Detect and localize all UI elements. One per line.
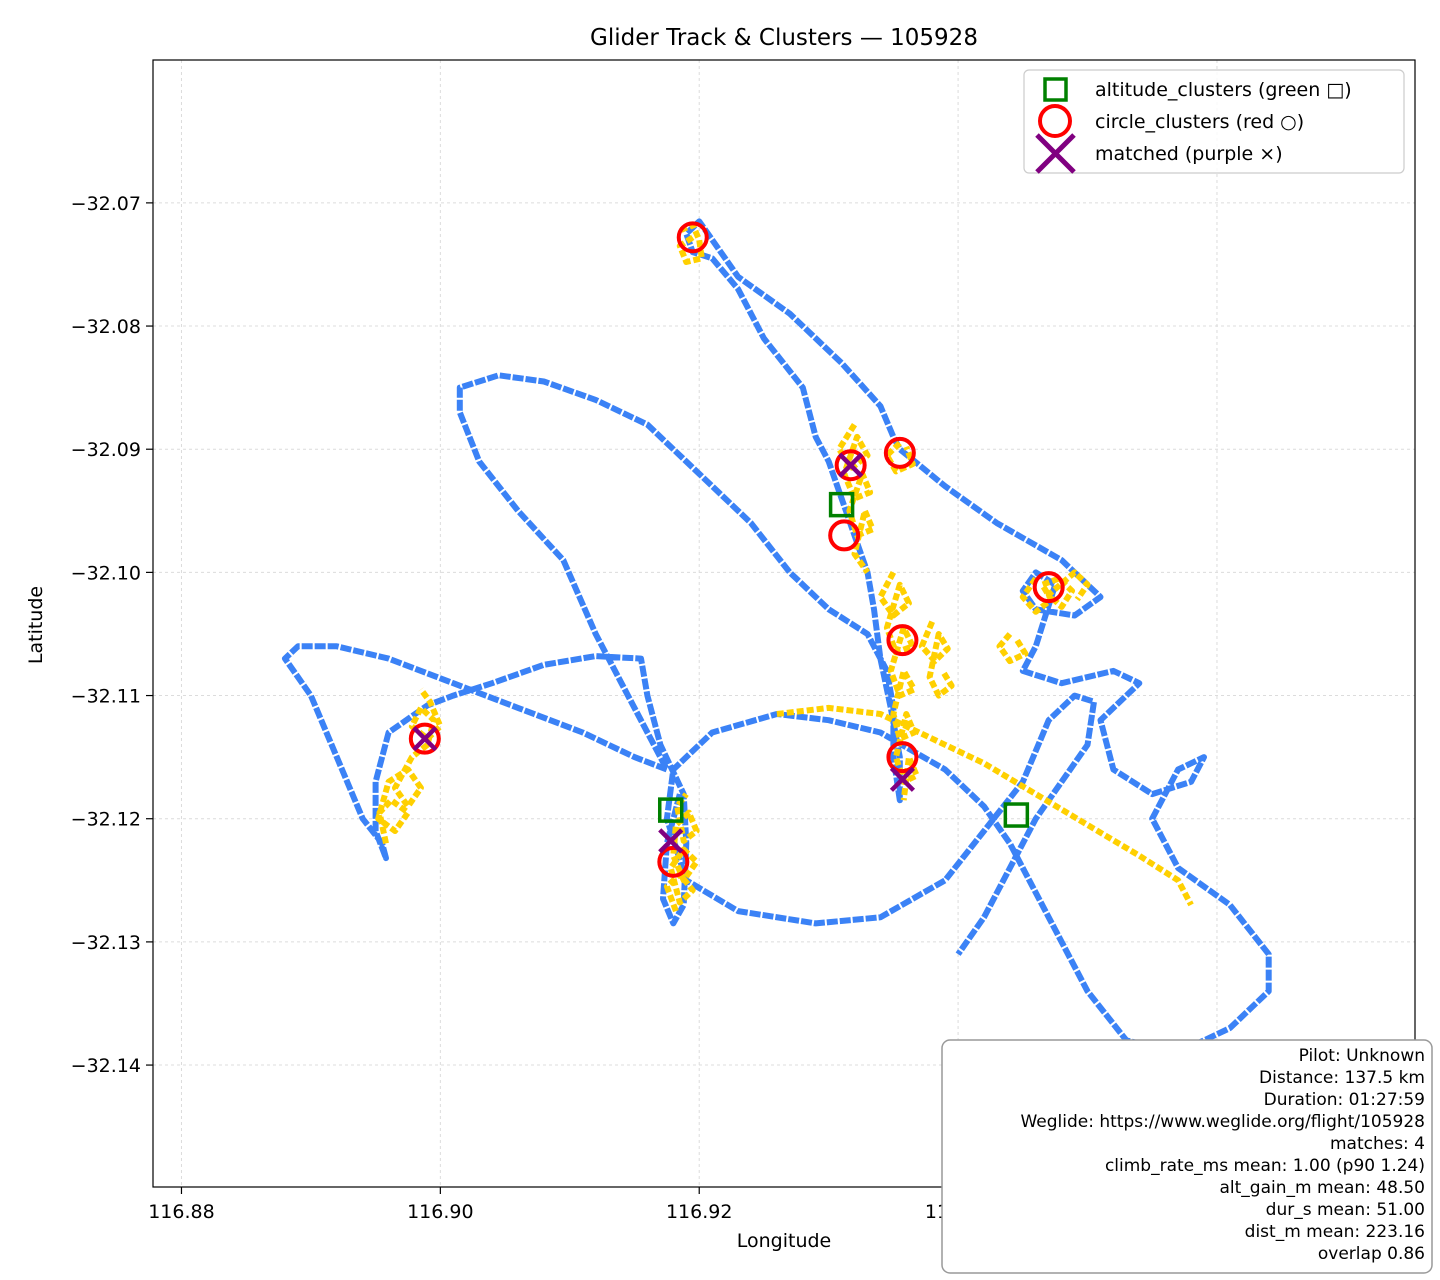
info-alt-gain: alt_gain_m mean: 48.50	[1220, 1178, 1426, 1198]
circle-cluster-marker	[676, 221, 709, 254]
info-climb-rate: climb_rate_ms mean: 1.00 (p90 1.24)	[1105, 1156, 1425, 1176]
info-box: Pilot: Unknown Distance: 137.5 km Durati…	[941, 1039, 1433, 1274]
x-tick-label: 116.90	[407, 1201, 473, 1223]
info-distance-mean: dist_m mean: 223.16	[1245, 1222, 1425, 1242]
climb-track-segment	[918, 620, 955, 699]
info-weglide: Weglide: https://www.weglide.org/flight/…	[1020, 1112, 1425, 1132]
info-duration: Duration: 01:27:59	[1264, 1090, 1425, 1110]
legend-x-marker	[1035, 133, 1076, 174]
circle-cluster-marker	[883, 436, 916, 469]
y-tick-label: −32.12	[71, 809, 141, 831]
circle-cluster-marker	[886, 741, 919, 774]
x-tick-label: 116.92	[666, 1201, 732, 1223]
y-tick-label: −32.11	[71, 686, 141, 708]
y-tick-label: −32.08	[71, 316, 141, 338]
y-tick-label: −32.07	[71, 193, 141, 215]
climb-track-segment	[996, 632, 1029, 665]
chart-title: Glider Track & Clusters — 105928	[590, 25, 978, 51]
x-axis-label: Longitude	[737, 1230, 832, 1252]
info-duration-mean: dur_s mean: 51.00	[1266, 1200, 1425, 1220]
circle-cluster-marker	[828, 519, 861, 552]
y-tick-label: −32.10	[71, 562, 141, 584]
matched-marker	[412, 726, 438, 752]
legend: altitude_clusters (green □) circle_clust…	[1023, 69, 1405, 174]
climb-track-segment	[663, 792, 700, 913]
legend-square-marker	[1043, 77, 1068, 102]
y-axis-label: Latitude	[25, 586, 47, 664]
y-tick-label: −32.14	[71, 1055, 141, 1077]
altitude-cluster-marker	[828, 491, 855, 518]
legend-circle-marker	[1038, 104, 1072, 138]
info-pilot: Pilot: Unknown	[1299, 1046, 1425, 1066]
info-box-frame	[941, 1039, 1433, 1274]
legend-label-altitude: altitude_clusters (green □)	[1095, 79, 1352, 101]
matched-marker	[889, 766, 916, 792]
circle-cluster-marker	[834, 449, 867, 482]
climb-track-segment	[1019, 569, 1091, 615]
circle-cluster-marker	[1032, 571, 1065, 604]
info-overlap: overlap 0.86	[1318, 1244, 1425, 1264]
circle-cluster-marker	[408, 722, 441, 755]
info-matches: matches: 4	[1330, 1134, 1425, 1154]
x-tick-label: 116.88	[148, 1201, 214, 1223]
legend-label-circle: circle_clusters (red ○)	[1095, 111, 1304, 133]
matched-marker	[658, 828, 684, 854]
circle-cluster-marker	[657, 845, 690, 878]
y-tick-label: −32.13	[71, 932, 141, 954]
cluster-marker-layer	[408, 221, 1065, 878]
legend-frame	[1023, 69, 1405, 174]
info-distance: Distance: 137.5 km	[1259, 1068, 1425, 1088]
matched-marker	[838, 452, 864, 478]
climb-track-segment	[836, 423, 876, 575]
plot-frame	[152, 59, 1416, 1188]
y-axis-ticks: −32.07 −32.08 −32.09 −32.10 −32.11 −32.12 −32.…	[71, 193, 153, 1077]
circle-cluster-marker	[886, 624, 919, 657]
climb-track-segment	[776, 704, 1194, 907]
altitude-cluster-marker	[1003, 802, 1030, 828]
legend-label-matched: matched (purple ×)	[1095, 143, 1283, 165]
y-tick-label: −32.09	[71, 439, 141, 461]
altitude-cluster-marker	[657, 797, 684, 823]
